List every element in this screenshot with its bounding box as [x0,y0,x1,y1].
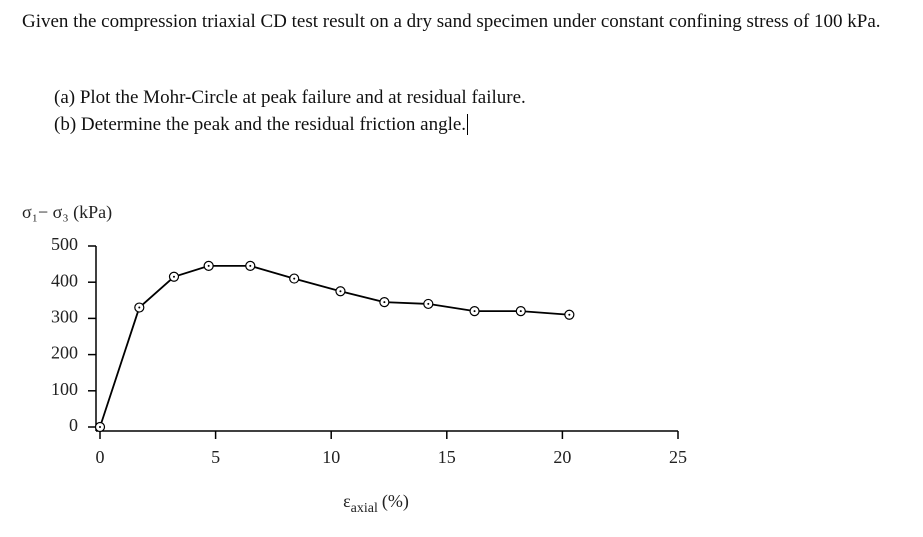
x-tick-label: 10 [322,447,340,467]
y-tick-label: 400 [51,270,78,290]
data-point-dot [172,275,175,278]
data-line [99,265,570,428]
problem-part-text: (b) Determine the peak and the residual … [54,114,467,135]
data-point-dot [249,264,252,267]
problem-part: (a) Plot the Mohr-Circle at peak failure… [54,87,526,108]
y-tick-label: 300 [51,307,78,327]
data-point-dot [138,306,141,309]
y-tick-label: 500 [51,234,78,254]
y-tick-label: 0 [69,415,78,435]
y-tick-label: 100 [51,379,78,399]
problem-part: (b) Determine the peak and the residual … [54,111,469,138]
y-axis-label: σ₁− σ₃ (kPa) [22,202,112,223]
data-point-dot [339,290,342,293]
data-point-dot [99,426,101,428]
x-label-symbol: ε [343,491,351,511]
y-tick-label: 200 [51,343,78,363]
x-tick-label: 0 [96,447,105,467]
data-point-dot [473,310,476,313]
x-tick-label: 5 [211,447,220,467]
x-axis-label: εaxial (%) [343,491,409,516]
x-label-unit: (%) [382,491,409,512]
data-point-dot [427,302,430,305]
x-tick-label: 15 [438,447,456,467]
problem-intro: Given the compression triaxial CD test r… [22,11,881,32]
data-point-dot [568,313,571,316]
x-label-subscript: axial [351,501,378,516]
x-tick-label: 25 [669,447,687,467]
data-point-dot [519,310,522,313]
data-point-dot [207,264,210,267]
data-point-dot [293,277,296,280]
data-point-dot [383,301,386,304]
x-tick-label: 20 [553,447,571,467]
